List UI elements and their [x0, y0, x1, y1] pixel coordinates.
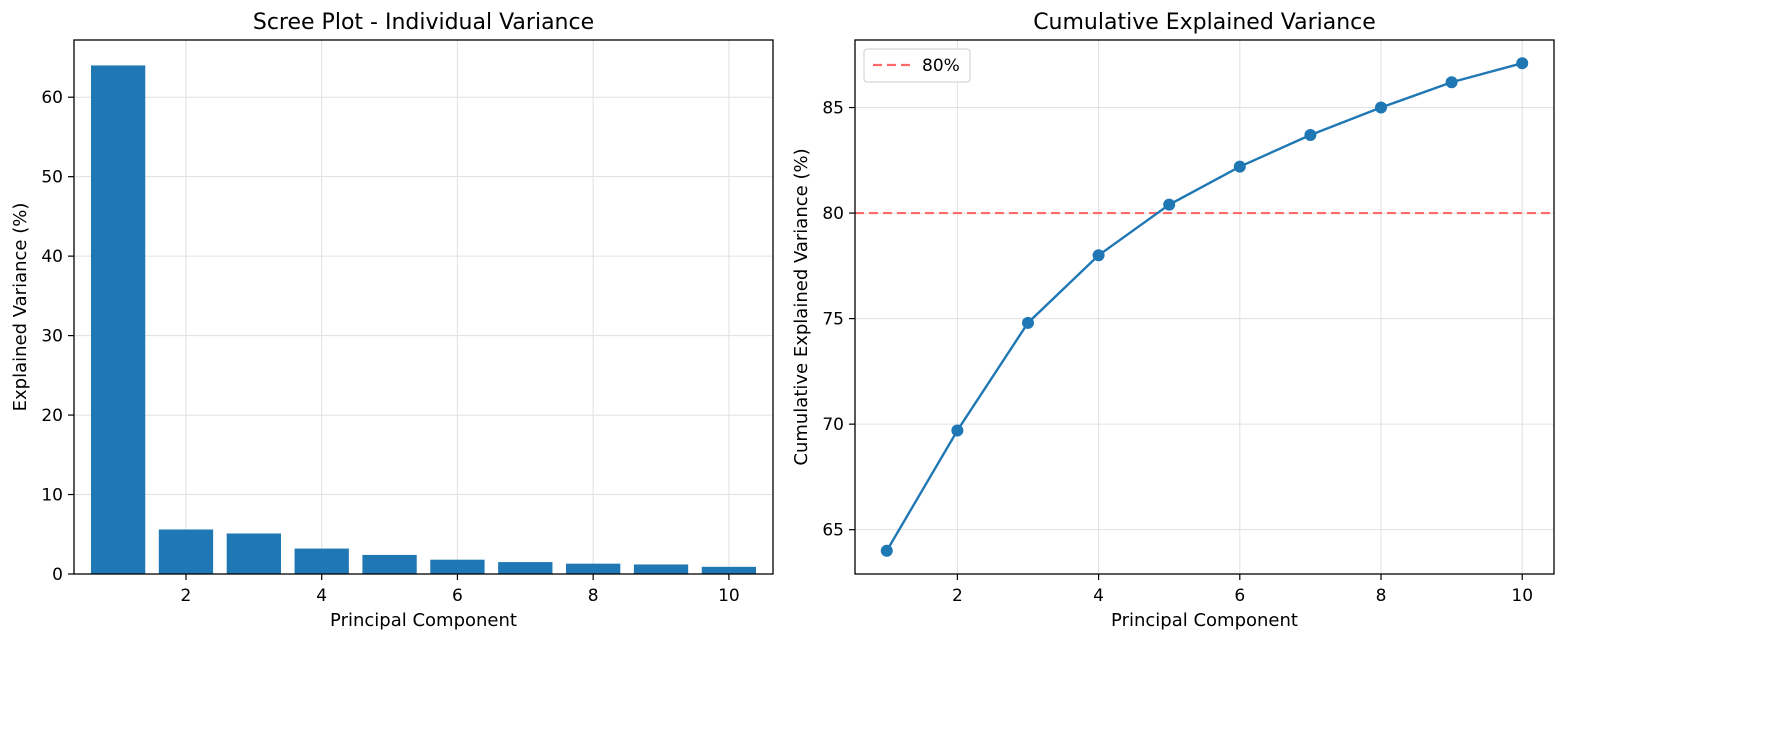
x-tick-label: 4: [1093, 586, 1104, 606]
bar: [566, 563, 621, 574]
y-tick-label: 75: [822, 310, 844, 330]
y-tick-label: 10: [41, 486, 63, 506]
y-tick-label: 30: [41, 327, 63, 347]
chart-title: Cumulative Explained Variance: [1033, 10, 1376, 35]
bar: [498, 562, 553, 574]
y-tick-label: 60: [41, 88, 63, 108]
data-point: [951, 424, 964, 437]
cumulative-plot-area: [854, 39, 1555, 575]
data-point: [1445, 76, 1458, 89]
y-tick-label: 65: [822, 521, 844, 541]
x-tick-label: 2: [181, 586, 192, 606]
y-tick-label: 70: [822, 415, 844, 435]
bar: [226, 533, 281, 574]
data-point: [1092, 249, 1105, 262]
bar: [633, 564, 689, 574]
x-axis-label: Principal Component: [1111, 610, 1298, 631]
y-tick-label: 85: [822, 99, 844, 119]
data-point: [1021, 316, 1034, 329]
legend: 80%: [863, 48, 971, 83]
bar: [158, 529, 214, 574]
x-tick-label: 8: [588, 586, 599, 606]
bar: [430, 559, 485, 574]
y-tick-label: 40: [41, 247, 63, 267]
x-tick-label: 2: [952, 586, 963, 606]
data-point: [1233, 160, 1246, 173]
x-tick-label: 8: [1376, 586, 1387, 606]
data-point: [1304, 128, 1317, 141]
x-axis-label: Principal Component: [330, 610, 517, 631]
data-point: [880, 544, 893, 557]
scree-plot-panel: 2 4 6 8 10 0 10 20 30 40 50 60 Scree Plot - Individ…: [10, 10, 774, 631]
bar: [294, 548, 349, 574]
cumulative-ticks: 2 4 6 8 10 65 70 75 80 85: [822, 99, 1533, 606]
cumulative-variance-panel: 2 4 6 8 10 65 70 75 80 85 80% Cumulative Explaine…: [791, 10, 1555, 631]
scree-plot-area: [73, 39, 774, 575]
bar: [362, 554, 417, 574]
y-tick-label: 80: [822, 204, 844, 224]
y-axis-label: Cumulative Explained Variance (%): [791, 148, 812, 465]
scree-ticks: 2 4 6 8 10 0 10 20 30 40 50 60: [41, 88, 739, 606]
y-tick-label: 20: [41, 406, 63, 426]
scree-grid: [74, 40, 773, 575]
bar: [90, 65, 146, 574]
cumulative-line: [885, 62, 1523, 552]
scree-bars: [90, 65, 757, 574]
data-point: [1163, 198, 1176, 211]
legend-label: 80%: [922, 56, 960, 76]
x-tick-label: 4: [316, 586, 327, 606]
cumulative-grid: [855, 40, 1554, 574]
x-tick-label: 6: [1234, 586, 1245, 606]
data-point: [1516, 57, 1529, 70]
x-tick-label: 10: [1511, 586, 1533, 606]
y-tick-label: 50: [41, 168, 63, 188]
x-tick-label: 10: [718, 586, 740, 606]
x-tick-label: 6: [452, 586, 463, 606]
legend-box: [863, 48, 971, 83]
cumulative-line-marks: [880, 57, 1529, 557]
data-point: [1375, 101, 1388, 114]
chart-title: Scree Plot - Individual Variance: [253, 10, 594, 35]
y-tick-label: 0: [52, 565, 63, 585]
bar: [701, 566, 757, 574]
y-axis-label: Explained Variance (%): [10, 203, 31, 412]
